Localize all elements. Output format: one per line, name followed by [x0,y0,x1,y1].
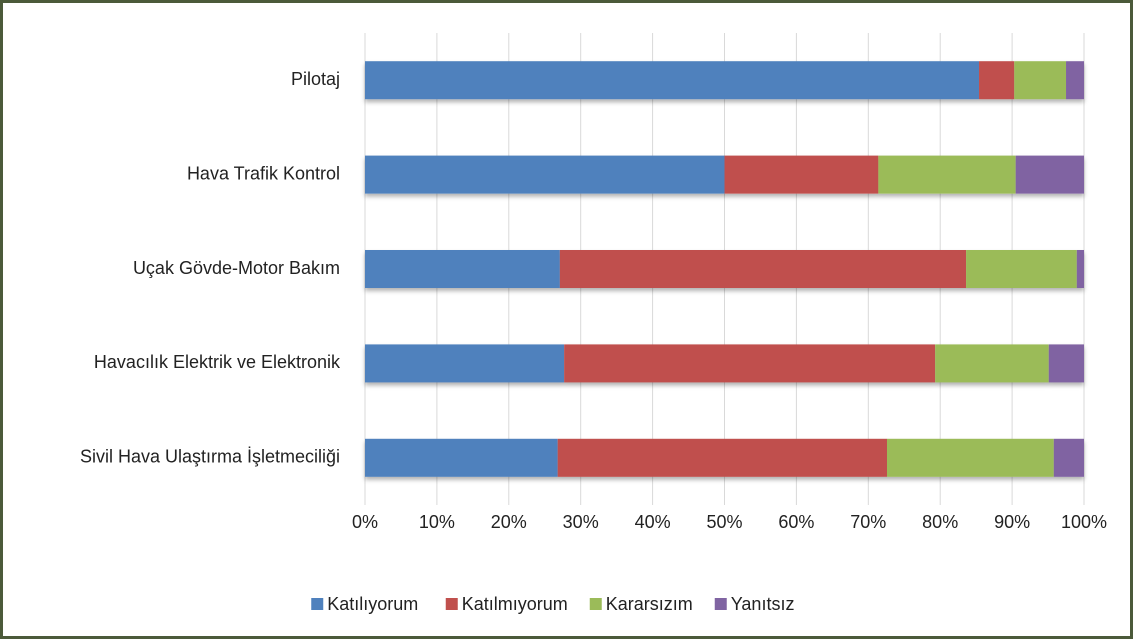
bar-segment [966,250,1077,288]
legend-label: Katılıyorum [327,594,418,614]
bar-group [365,438,1084,477]
x-tick-label: 70% [850,512,886,532]
bar-segment [935,344,1049,383]
bar-group [365,250,1084,288]
legend-swatch [445,598,458,610]
x-tick-label: 100% [1061,512,1107,532]
x-tick-label: 40% [635,512,671,532]
bar-segment [365,250,560,288]
bar-segment [878,155,1016,194]
bar-segment [365,438,558,477]
bar-segment [365,61,980,100]
legend-swatch [311,598,324,610]
bar-segment [886,438,1054,477]
bar-segment [1053,438,1084,477]
bar-segment [559,250,967,288]
y-tick-label: Sivil Hava Ulaştırma İşletmeciliği [80,447,340,467]
legend-label: Kararsızım [606,594,693,614]
legend-label: Katılmıyorum [462,594,568,614]
bar-segment [1014,61,1067,100]
legend-swatch [589,598,602,610]
x-tick-label: 10% [419,512,455,532]
x-tick-label: 90% [994,512,1030,532]
legend-label: Yanıtsız [731,594,795,614]
bar-group [365,155,1084,194]
y-tick-label: Havacılık Elektrik ve Elektronik [94,352,341,372]
x-tick-label: 20% [491,512,527,532]
bar-segment [1076,250,1084,288]
bar-segment [564,344,936,383]
x-tick-label: 80% [922,512,958,532]
bar-segment [724,155,879,194]
y-tick-label: Uçak Gövde-Motor Bakım [133,258,340,278]
bar-segment [365,155,725,194]
legend-swatch [714,598,727,610]
bar-segment [1066,61,1084,100]
bar-segment [979,61,1015,100]
y-tick-label: Hava Trafik Kontrol [187,163,340,183]
y-tick-label: Pilotaj [291,69,340,89]
bar-segment [557,438,887,477]
bar-segment [365,344,565,383]
bar-group [365,61,1084,100]
bar-segment [1015,155,1084,194]
x-tick-label: 60% [778,512,814,532]
x-tick-label: 0% [352,512,378,532]
x-tick-label: 30% [563,512,599,532]
x-tick-label: 50% [706,512,742,532]
bar-segment [1048,344,1084,383]
bar-group [365,344,1084,383]
